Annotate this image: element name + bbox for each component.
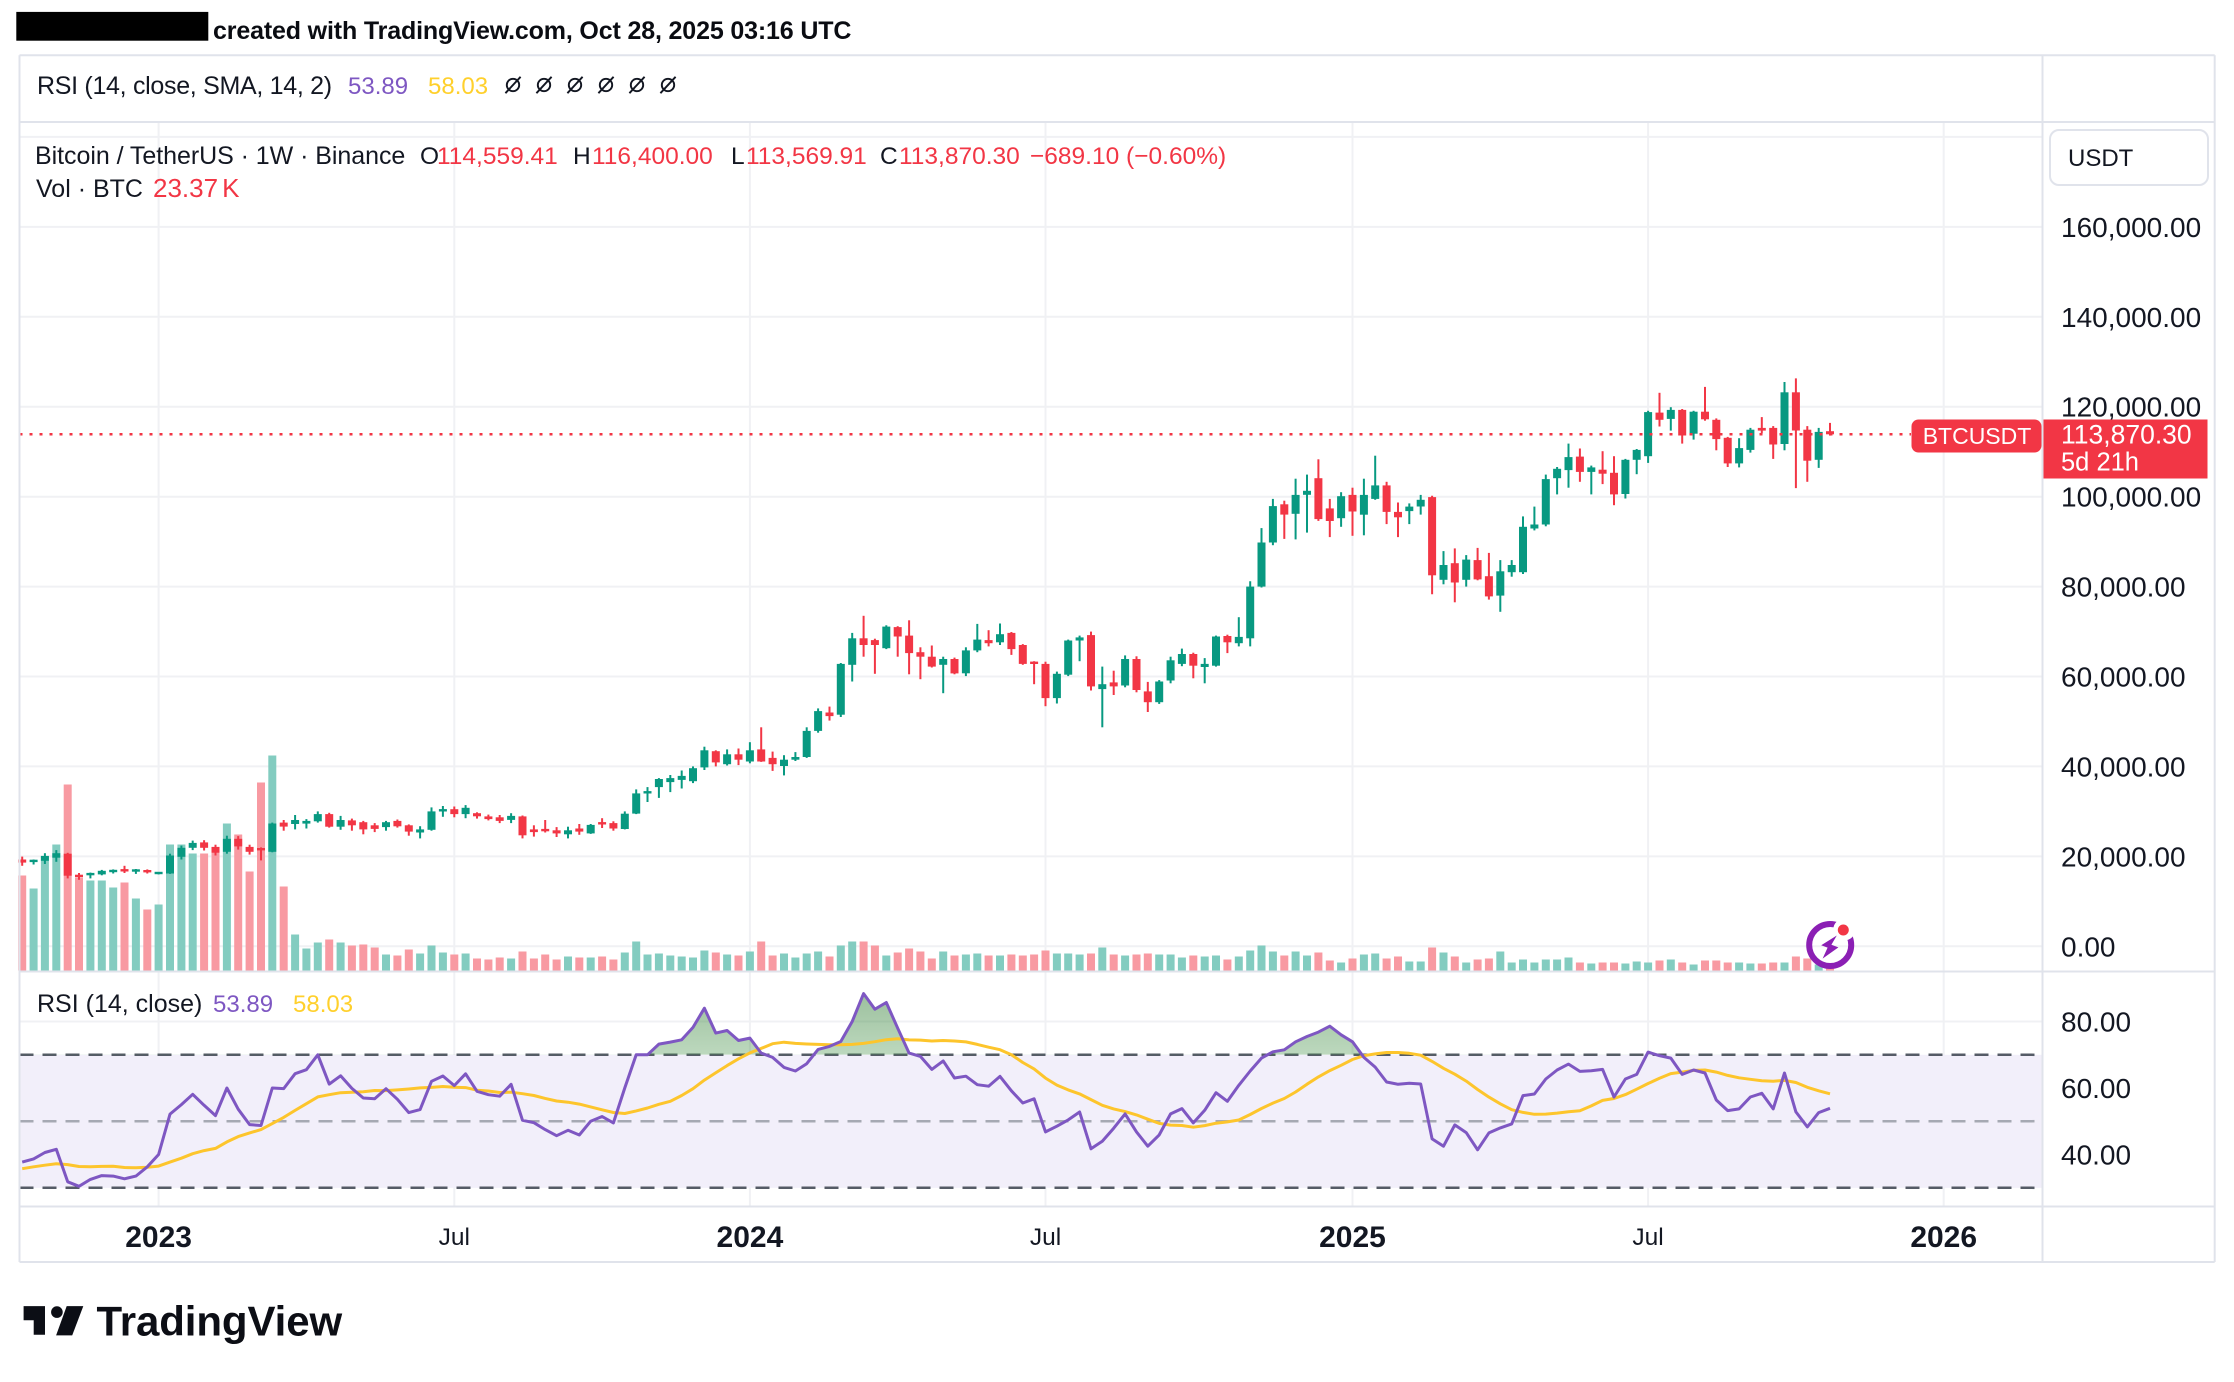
svg-text:113,870.30: 113,870.30 <box>2061 420 2192 450</box>
svg-text:Jul: Jul <box>439 1224 470 1251</box>
svg-text:58.03: 58.03 <box>293 991 353 1018</box>
svg-text:113,870.30: 113,870.30 <box>899 143 1020 170</box>
svg-text:160,000.00: 160,000.00 <box>2061 212 2201 243</box>
svg-text:116,400.00: 116,400.00 <box>592 143 713 170</box>
svg-text:100,000.00: 100,000.00 <box>2061 482 2201 513</box>
svg-text:RSI (14, close, SMA, 14, 2): RSI (14, close, SMA, 14, 2) <box>37 72 332 100</box>
svg-text:Jul: Jul <box>1030 1224 1061 1251</box>
svg-text:L: L <box>731 143 745 170</box>
svg-text:TradingView: TradingView <box>97 1298 343 1345</box>
svg-text:−689.10 (−0.60%): −689.10 (−0.60%) <box>1030 143 1226 170</box>
svg-text:140,000.00: 140,000.00 <box>2061 302 2201 333</box>
svg-text:58.03: 58.03 <box>428 73 488 100</box>
svg-text:40.00: 40.00 <box>2061 1140 2131 1171</box>
svg-text:120,000.00: 120,000.00 <box>2061 392 2201 423</box>
svg-text:2025: 2025 <box>1319 1221 1386 1254</box>
svg-text:C: C <box>880 143 898 170</box>
svg-text:60,000.00: 60,000.00 <box>2061 662 2186 693</box>
svg-text:2024: 2024 <box>717 1221 784 1254</box>
svg-text:23.37K: 23.37 K <box>153 173 240 203</box>
svg-text:H: H <box>573 143 591 170</box>
svg-text:113,569.91: 113,569.91 <box>746 143 867 170</box>
svg-text:BTCUSDT: BTCUSDT <box>1923 423 2032 449</box>
svg-text:Jul: Jul <box>1632 1224 1663 1251</box>
svg-text:80.00: 80.00 <box>2061 1007 2131 1038</box>
svg-text:60.00: 60.00 <box>2061 1073 2131 1104</box>
svg-text:Vol · BTC: Vol · BTC <box>36 175 143 203</box>
svg-text:RSI (14, close): RSI (14, close) <box>37 990 202 1018</box>
svg-text:80,000.00: 80,000.00 <box>2061 572 2186 603</box>
svg-text:USDT: USDT <box>2068 145 2134 172</box>
svg-text:5d 21h: 5d 21h <box>2061 449 2139 477</box>
svg-text:40,000.00: 40,000.00 <box>2061 751 2186 782</box>
svg-text:53.89: 53.89 <box>348 73 408 100</box>
svg-text:2023: 2023 <box>125 1221 192 1254</box>
svg-text:53.89: 53.89 <box>213 991 273 1018</box>
svg-text:created with TradingView.com,: created with TradingView.com, Oct 28, 20… <box>213 17 851 45</box>
svg-text:2026: 2026 <box>1910 1221 1977 1254</box>
svg-text:O: O <box>420 143 439 170</box>
svg-text:114,559.41: 114,559.41 <box>437 143 558 170</box>
svg-text:Bitcoin / TetherUS · 1W · Bina: Bitcoin / TetherUS · 1W · Binance <box>35 142 405 170</box>
svg-text:0.00: 0.00 <box>2061 931 2116 962</box>
svg-text:20,000.00: 20,000.00 <box>2061 841 2186 872</box>
